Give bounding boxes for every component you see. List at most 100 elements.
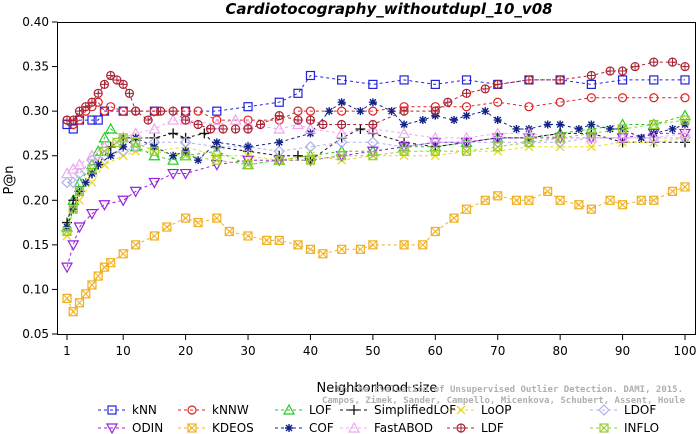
point-odin: [148, 177, 161, 189]
legend-label-loop: LoOP: [481, 403, 512, 417]
point-ldf: [112, 75, 122, 85]
point-inflo: [99, 146, 110, 156]
legend-marker-knn: [107, 405, 117, 415]
y-tick-label: 0.35: [22, 60, 49, 74]
point-cof: [481, 107, 490, 116]
point-odin: [129, 186, 142, 198]
point-fastabod: [210, 118, 223, 130]
point-fastabod: [73, 158, 86, 170]
point-fastabod: [366, 122, 379, 134]
point-knnw: [461, 102, 472, 112]
point-kdeos: [524, 195, 534, 205]
series-inflo: [62, 115, 690, 237]
point-inflo: [399, 146, 409, 156]
legend-label-ldf: LDF: [481, 421, 504, 434]
point-ldf: [337, 119, 347, 130]
point-kdeos: [81, 289, 91, 299]
legend-item-odin: ODIN: [98, 421, 163, 434]
point-kdeos: [149, 231, 159, 241]
point-kdeos: [493, 191, 503, 201]
point-loop: [87, 177, 97, 187]
point-ldof: [304, 140, 317, 153]
point-kdeos: [68, 307, 78, 317]
point-kdeos: [667, 186, 678, 196]
point-cof: [169, 151, 178, 160]
point-knn: [430, 79, 440, 90]
point-kdeos: [93, 271, 103, 281]
point-knnw: [586, 93, 596, 103]
point-odin: [117, 195, 130, 207]
legend-marker-loop: [456, 405, 466, 415]
legend-label-inflo: INFLO: [624, 421, 659, 434]
point-inflo: [555, 133, 565, 143]
point-fastabod: [491, 127, 504, 139]
point-kdeos: [649, 195, 659, 205]
point-ldf: [243, 124, 253, 134]
point-ldf: [124, 88, 135, 98]
point-kdeos: [181, 213, 191, 223]
point-knnw: [243, 115, 253, 125]
point-knn: [212, 106, 222, 116]
point-cof: [212, 138, 221, 147]
point-inflo: [617, 124, 628, 134]
point-ldf: [230, 124, 241, 134]
point-knn: [93, 115, 103, 125]
point-ldf: [218, 124, 228, 134]
point-odin: [491, 133, 504, 145]
point-ldf: [68, 115, 78, 125]
point-knnw: [293, 106, 303, 116]
point-kdeos: [193, 217, 203, 228]
point-cof: [81, 178, 90, 187]
point-knn: [368, 79, 378, 90]
point-ldof: [210, 140, 223, 153]
point-ldf: [524, 75, 534, 85]
point-fastabod: [304, 122, 317, 134]
point-cof: [493, 116, 502, 125]
point-cof: [512, 124, 521, 133]
point-kdeos: [106, 258, 116, 268]
legend-label-cof: COF: [309, 421, 334, 434]
point-inflo: [243, 160, 253, 170]
point-odin: [460, 137, 473, 149]
point-kdeos: [131, 240, 141, 250]
point-inflo: [586, 128, 596, 139]
point-cof: [325, 107, 334, 116]
point-ldf: [99, 79, 110, 90]
point-ldf: [274, 110, 284, 121]
legend-marker-knnw: [187, 405, 197, 415]
point-odin: [85, 209, 98, 220]
legend-item-inflo: INFLO: [590, 421, 659, 434]
point-knnw: [649, 93, 659, 103]
point-fastabod: [291, 118, 304, 130]
y-tick-label: 0.40: [22, 15, 49, 29]
point-inflo: [87, 164, 97, 174]
point-knn: [461, 75, 472, 85]
point-cof: [337, 98, 346, 107]
legend-item-ldof: LDOF: [590, 403, 656, 417]
point-kdeos: [461, 204, 472, 214]
legend-label-kdeos: KDEOS: [212, 421, 254, 434]
point-kdeos: [574, 200, 584, 210]
legend-item-fastabod: FastABOD: [340, 421, 433, 434]
point-ldf: [193, 119, 203, 130]
point-cof: [543, 120, 552, 129]
point-fastabod: [398, 127, 411, 139]
x-axis-label: Neighborhood size: [317, 381, 438, 396]
credit-line-1: On the Evaluation of Unsupervised Outlie…: [336, 384, 683, 395]
point-inflo: [62, 226, 72, 237]
point-inflo: [368, 151, 378, 161]
point-lof: [104, 122, 117, 134]
legend-label-simplifiedlof: SimplifiedLOF: [374, 403, 456, 417]
point-ldof: [67, 176, 80, 189]
point-ldf: [617, 66, 628, 76]
point-knn: [399, 75, 409, 85]
point-fastabod: [229, 113, 242, 125]
legend-item-knnw: kNNW: [178, 403, 249, 417]
chart-title: Cardiotocography_withoutdupl_10_v08: [225, 0, 552, 18]
point-ldf: [81, 102, 91, 112]
point-kdeos: [399, 240, 409, 250]
point-ldf: [74, 106, 85, 116]
point-cof: [450, 116, 459, 125]
point-ldf: [143, 115, 153, 125]
point-cof: [119, 142, 128, 151]
